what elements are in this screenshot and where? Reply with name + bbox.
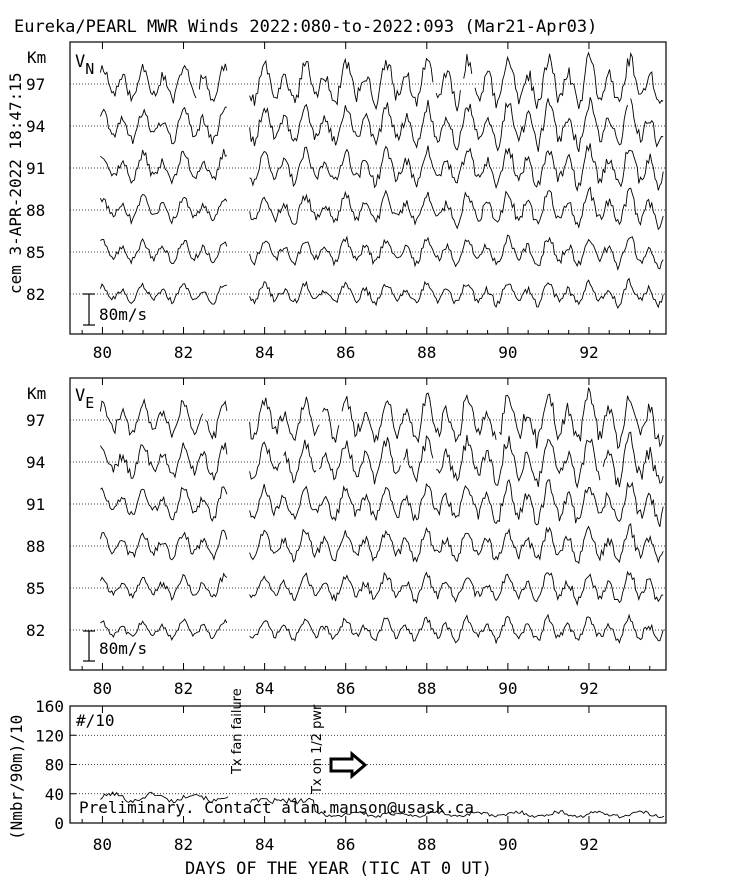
height-label: 88 [26,201,45,220]
wind-trace-82km [99,277,664,310]
x-tick-label: 80 [93,835,112,854]
wind-trace-91km [100,143,664,192]
height-label: 82 [26,621,45,640]
panel-ve: 97 94 91 88 85 82 80 82 84 86 88 90 92 Km VE 80m/s [26,377,667,698]
panel-vn-frame [69,41,667,335]
wind-trace-82km [100,613,664,645]
height-label: 85 [26,579,45,598]
panel-counts-ylabel: (Nmbr/90m)/10 [7,715,26,840]
x-tick-label: 84 [255,343,274,362]
x-tick-label: 84 [255,835,274,854]
panel-vn-scale-bar: 80m/s [83,293,147,326]
timestamp-side-label: cem 3-APR-2022 18:47:15 [6,72,25,294]
panel-vn-series [99,51,664,310]
x-tick-label: 92 [579,343,598,362]
panel-counts-series [100,791,665,819]
x-tick-label: 84 [255,679,274,698]
panel-vn: 97 94 91 88 85 82 80 82 84 86 88 90 92 Km VN 80m/s [26,41,667,362]
height-label: 91 [26,159,45,178]
height-label: 85 [26,243,45,262]
panel-counts: 0 40 80 120 160 80 82 84 86 88 90 92 (Nmbr/90m)/10… [7,688,667,854]
wind-trace-88km [99,522,664,565]
panel-ve-km-label: Km [27,384,46,403]
panel-ve-frame [69,377,667,671]
wind-trace-91km [100,479,664,527]
height-label: 94 [26,453,45,472]
y-tick-label: 40 [45,785,64,804]
height-label: 97 [26,75,45,94]
wind-trace-97km [99,51,664,112]
x-tick-label: 86 [336,835,355,854]
panel-ve-series [99,387,664,645]
panel-vn-x-ticks: 80 82 84 86 88 90 92 [81,42,651,362]
y-tick-label: 80 [45,756,64,775]
height-label: 82 [26,285,45,304]
panel-ve-component-label: VE [75,386,94,412]
y-tick-label: 160 [35,697,64,716]
panel-vn-scale-label: 80m/s [99,305,147,324]
wind-trace-94km [100,431,664,489]
arrow-icon [329,750,368,780]
panel-ve-scale-bar: 80m/s [83,630,147,662]
x-tick-label: 86 [336,343,355,362]
x-tick-label: 80 [93,679,112,698]
count-trace [100,791,665,819]
height-label: 97 [26,411,45,430]
panel-counts-gridlines [70,734,666,795]
wind-trace-97km [99,387,664,450]
x-tick-label: 88 [417,679,436,698]
x-tick-label: 90 [498,679,517,698]
panel-counts-series-label: #/10 [76,711,115,730]
height-label: 91 [26,495,45,514]
y-tick-label: 120 [35,726,64,745]
x-tick-label: 92 [579,835,598,854]
x-tick-label: 88 [417,343,436,362]
height-label: 88 [26,537,45,556]
panel-vn-height-labels: 97 94 91 88 85 82 [26,75,45,304]
x-tick-label: 88 [417,835,436,854]
x-tick-label: 82 [174,835,193,854]
x-axis-title: DAYS OF THE YEAR (TIC AT 0 UT) [185,859,492,877]
tx-half-power-note: Tx on 1/2 pwr [310,704,325,795]
x-tick-label: 80 [93,343,112,362]
x-tick-label: 92 [579,679,598,698]
wind-trace-85km [99,570,664,607]
x-tick-label: 82 [174,679,193,698]
wind-trace-85km [100,234,664,271]
x-tick-label: 86 [336,679,355,698]
panel-ve-x-ticks: 80 82 84 86 88 90 92 [81,378,651,698]
panel-ve-scale-label: 80m/s [99,639,147,658]
panel-counts-y-ticks: 0 40 80 120 160 [35,697,76,833]
panel-ve-height-labels: 97 94 91 88 85 82 [26,411,45,640]
preliminary-contact-note: Preliminary. Contact alan.manson@usask.c… [79,798,474,817]
height-label: 94 [26,117,45,136]
wind-trace-88km [99,186,664,231]
panel-vn-km-label: Km [27,48,46,67]
x-tick-label: 90 [498,343,517,362]
panel-vn-gridlines [70,83,666,295]
y-tick-label: 0 [54,814,64,833]
figure-title: Eureka/PEARL MWR Winds 2022:080-to-2022:… [14,17,597,37]
x-tick-label: 90 [498,835,517,854]
wind-trace-94km [99,97,664,153]
tx-fan-failure-note: Tx fan failure [230,688,245,775]
panel-vn-component-label: VN [75,52,94,78]
x-tick-label: 82 [174,343,193,362]
panel-counts-x-ticks: 80 82 84 86 88 90 92 [81,706,651,854]
